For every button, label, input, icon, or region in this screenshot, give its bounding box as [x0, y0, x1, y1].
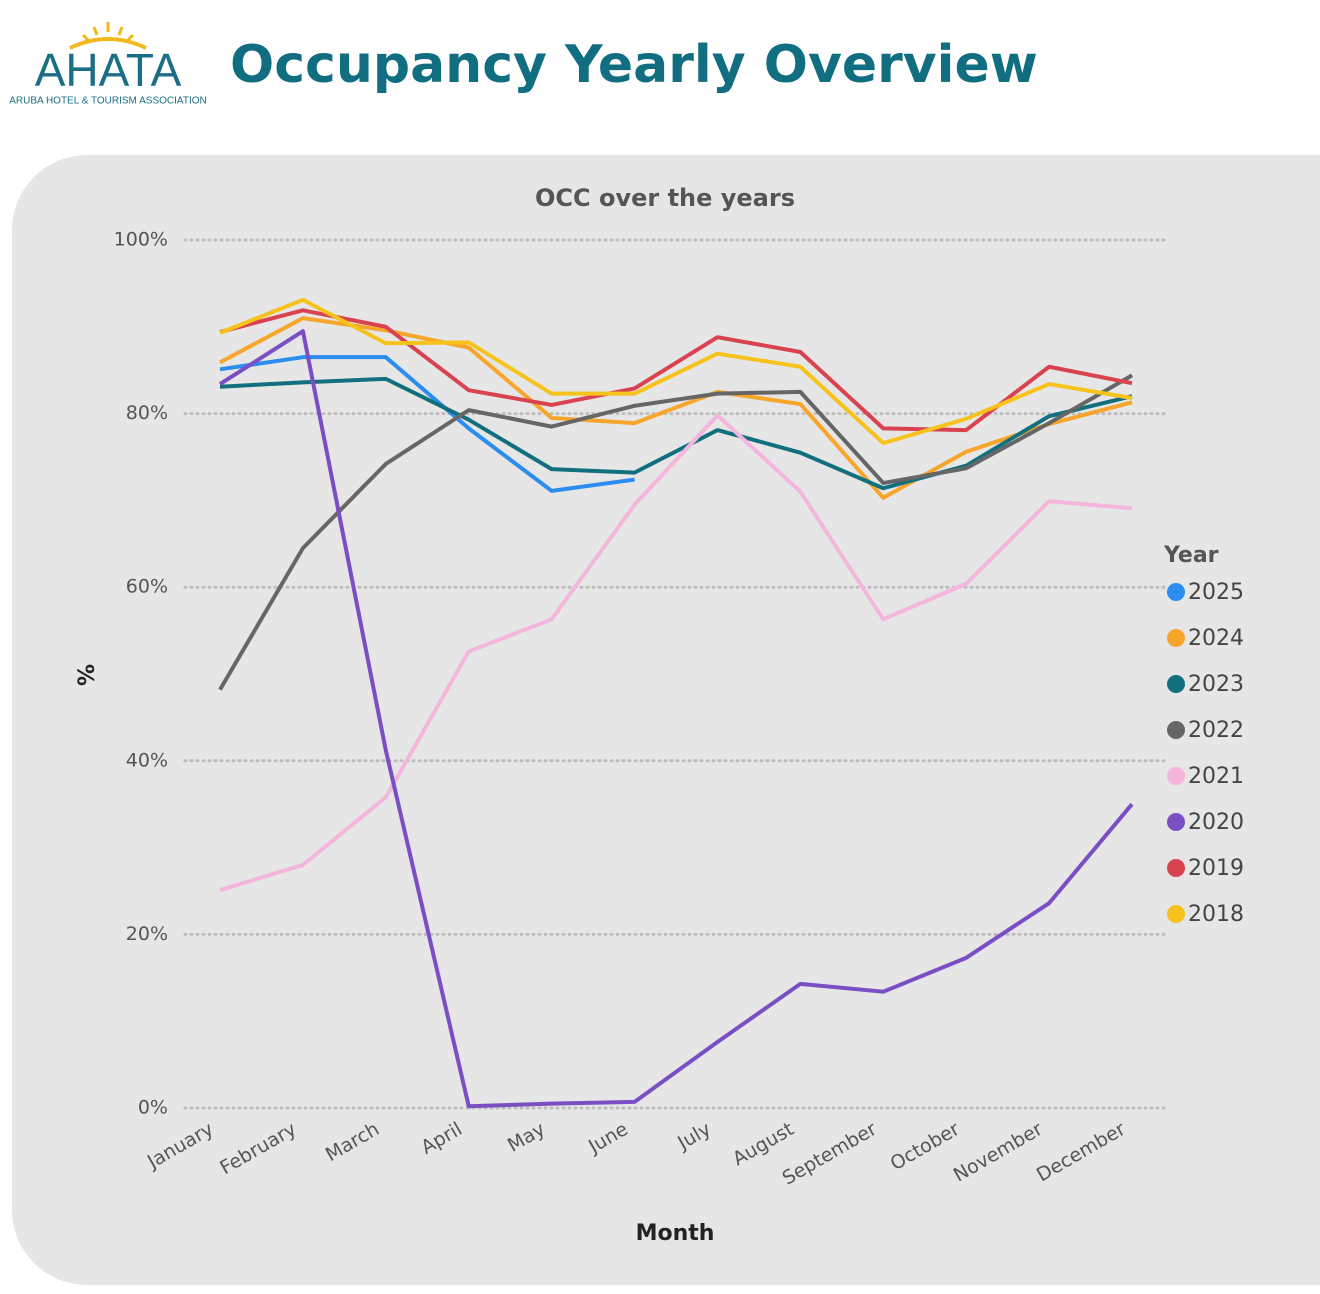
series-line: [219, 308, 1133, 433]
x-axis-title: Month: [636, 1221, 715, 1246]
y-tick-label: 20%: [126, 923, 168, 945]
legend-swatch: [1167, 767, 1185, 785]
series-line: [219, 355, 635, 493]
y-tick-label: 0%: [138, 1097, 168, 1119]
logo-sun: [69, 37, 147, 50]
legend-label: 2019: [1188, 856, 1244, 881]
series-line: [219, 413, 1133, 893]
series-line: [219, 376, 1133, 491]
chart-title: OCC over the years: [535, 184, 795, 212]
y-tick-label: 60%: [126, 576, 168, 598]
legend-title: Year: [1163, 543, 1219, 568]
series-line: [218, 373, 1133, 691]
legend-label: 2025: [1188, 580, 1244, 605]
logo-text: AHATA: [35, 44, 182, 96]
page-title: Occupancy Yearly Overview: [230, 35, 1038, 95]
y-tick-label: 80%: [126, 402, 168, 424]
y-tick-label: 40%: [126, 749, 168, 771]
legend-swatch: [1167, 583, 1185, 601]
legend-label: 2023: [1188, 672, 1244, 697]
legend-label: 2022: [1188, 718, 1244, 743]
series-line: [218, 329, 1134, 1109]
legend-swatch: [1167, 905, 1185, 923]
legend-label: 2024: [1188, 626, 1244, 651]
legend-swatch: [1167, 721, 1185, 739]
logo: AHATA ARUBA HOTEL & TOURISM ASSOCIATION: [9, 22, 207, 107]
legend-swatch: [1167, 813, 1185, 831]
legend-label: 2018: [1188, 902, 1244, 927]
series-line: [219, 316, 1133, 500]
legend-label: 2020: [1188, 810, 1244, 835]
logo-rays: [81, 22, 135, 42]
legend-label: 2021: [1188, 764, 1244, 789]
y-tick-label: 100%: [114, 229, 168, 251]
series-line: [219, 297, 1133, 446]
logo-subtitle: ARUBA HOTEL & TOURISM ASSOCIATION: [9, 96, 206, 107]
legend-swatch: [1167, 629, 1185, 647]
chart-panel: [12, 155, 1320, 1285]
legend-swatch: [1167, 859, 1185, 877]
legend-swatch: [1167, 675, 1185, 693]
y-axis-title: %: [75, 664, 100, 686]
